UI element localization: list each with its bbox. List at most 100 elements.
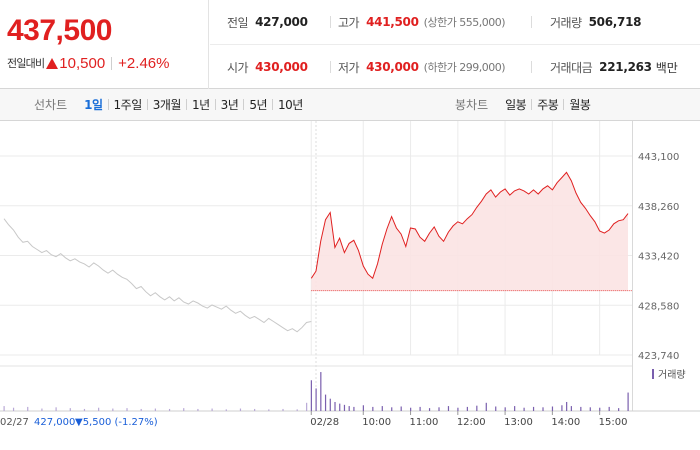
volume-bar bbox=[532, 406, 535, 411]
x-tick-label: 10:00 bbox=[362, 417, 391, 428]
volume-bar bbox=[618, 408, 620, 411]
volume-bar bbox=[27, 406, 29, 411]
x-tick-label: 14:00 bbox=[551, 417, 580, 428]
tab-3year[interactable]: 3년 bbox=[220, 98, 239, 112]
volume-bar bbox=[126, 408, 128, 411]
change-row: 전일대비 10,500 +2.46% bbox=[7, 54, 169, 72]
y-tick-label: 433,420 bbox=[638, 252, 679, 263]
price-box: 437,500 전일대비 10,500 +2.46% bbox=[0, 0, 209, 89]
volume-bar bbox=[514, 406, 516, 411]
volume-bar bbox=[551, 406, 554, 411]
x-tick-label: 13:00 bbox=[504, 417, 533, 428]
volume-bar bbox=[627, 392, 629, 411]
volume-bar bbox=[239, 408, 242, 411]
y-tick-label: 443,100 bbox=[638, 152, 679, 163]
tab-5year[interactable]: 5년 bbox=[249, 98, 268, 112]
volume-bar bbox=[254, 408, 256, 411]
volume-bar bbox=[211, 408, 213, 411]
volume-bar bbox=[154, 408, 156, 411]
stats-divider bbox=[210, 44, 700, 45]
volume-bar bbox=[140, 408, 142, 411]
volume-bar bbox=[12, 407, 15, 411]
tab-divider bbox=[107, 99, 109, 110]
up-triangle-icon bbox=[46, 57, 59, 69]
volume-bar bbox=[3, 406, 5, 411]
volume-bar bbox=[391, 407, 393, 411]
tab-divider bbox=[243, 99, 245, 110]
prev-day-info-price: 427,000 bbox=[34, 417, 75, 428]
change-value: 10,500 bbox=[59, 54, 106, 72]
volume-bar bbox=[282, 408, 284, 411]
stat-label: 시가 bbox=[227, 60, 249, 75]
stat-open: 시가 430,000 bbox=[227, 45, 308, 89]
volume-bar bbox=[561, 405, 563, 411]
series-line-prev-day bbox=[3, 218, 312, 333]
tab-1year[interactable]: 1년 bbox=[191, 98, 210, 112]
volume-bar bbox=[83, 408, 86, 411]
stat-limit: (하한가 299,000) bbox=[423, 61, 506, 74]
volume-bar bbox=[41, 408, 43, 411]
volume-bar bbox=[580, 406, 582, 411]
tab-monthly-candle[interactable]: 월봉 bbox=[569, 98, 591, 112]
stat-low: 저가 430,000 (하한가 299,000) bbox=[338, 45, 506, 89]
candle-chart-label: 봉차트 bbox=[455, 98, 489, 112]
volume-bar bbox=[428, 408, 431, 411]
stat-value: 430,000 bbox=[366, 60, 419, 74]
x-tick-label: 15:00 bbox=[599, 417, 628, 428]
tab-divider bbox=[146, 99, 148, 110]
volume-bar bbox=[320, 372, 322, 411]
stat-label: 고가 bbox=[338, 15, 360, 30]
tab-divider bbox=[563, 99, 565, 110]
tab-divider bbox=[185, 99, 187, 110]
tab-10year[interactable]: 10년 bbox=[278, 98, 303, 112]
stat-label: 거래량 bbox=[550, 15, 582, 30]
stat-value: 430,000 bbox=[255, 60, 308, 74]
quote-header: 437,500 전일대비 10,500 +2.46% 전일 427,000 고가… bbox=[0, 0, 700, 89]
stat-label: 전일 bbox=[227, 15, 249, 30]
stat-amount: 거래대금 221,263 백만 bbox=[550, 45, 678, 89]
volume-bar bbox=[608, 406, 610, 411]
volume-bar bbox=[296, 409, 298, 411]
volume-bar bbox=[570, 406, 572, 411]
volume-bar bbox=[504, 407, 506, 411]
stat-limit: (상한가 555,000) bbox=[423, 16, 506, 29]
tab-1day[interactable]: 1일 bbox=[84, 98, 103, 112]
line-chart-label: 선차트 bbox=[34, 98, 68, 112]
y-tick-label: 423,740 bbox=[638, 351, 679, 362]
volume-bar bbox=[225, 409, 227, 411]
x-tick-label: 02/27 bbox=[0, 417, 29, 428]
volume-bar bbox=[55, 407, 57, 411]
quote-stats: 전일 427,000 고가 441,500 (상한가 555,000) 거래량 … bbox=[210, 0, 700, 89]
volume-bar bbox=[523, 407, 525, 411]
current-price: 437,500 bbox=[7, 14, 112, 47]
tab-1week[interactable]: 1주일 bbox=[113, 98, 143, 112]
volume-bar bbox=[400, 406, 402, 411]
volume-bar bbox=[485, 402, 487, 411]
x-tick-label: 02/28 bbox=[310, 417, 339, 428]
stat-value: 221,263 bbox=[599, 60, 652, 74]
volume-bar bbox=[348, 406, 350, 411]
volume-bar bbox=[168, 408, 171, 411]
volume-bar bbox=[353, 406, 355, 411]
y-tick-label: 438,260 bbox=[638, 202, 679, 213]
volume-bar bbox=[183, 408, 185, 411]
price-chart[interactable]: 443,100 438,260 433,420 428,580 423,740 거래량 02… bbox=[0, 121, 700, 450]
prev-day-info-change: ▼5,500 (-1.27%) bbox=[75, 417, 158, 428]
line-chart-tabs: 선차트 1일 1주일 3개월 1년 3년 5년 10년 bbox=[34, 89, 308, 120]
tab-daily-candle[interactable]: 일봉 bbox=[505, 98, 527, 112]
volume-label: 거래량 bbox=[658, 369, 686, 381]
change-label: 전일대비 bbox=[7, 57, 45, 70]
tab-3month[interactable]: 3개월 bbox=[152, 98, 182, 112]
stat-unit: 백만 bbox=[655, 60, 678, 75]
x-tick-label: 12:00 bbox=[457, 417, 486, 428]
volume-bar bbox=[410, 407, 412, 411]
volume-bar bbox=[589, 407, 591, 411]
volume-bar bbox=[268, 409, 270, 411]
tab-divider bbox=[272, 99, 274, 110]
volume-bar bbox=[343, 404, 346, 411]
stat-high: 고가 441,500 (상한가 555,000) bbox=[338, 0, 506, 44]
stat-label: 거래대금 bbox=[550, 60, 593, 75]
tab-weekly-candle[interactable]: 주봉 bbox=[537, 98, 559, 112]
stat-divider bbox=[531, 61, 532, 73]
volume-bar bbox=[362, 405, 364, 411]
